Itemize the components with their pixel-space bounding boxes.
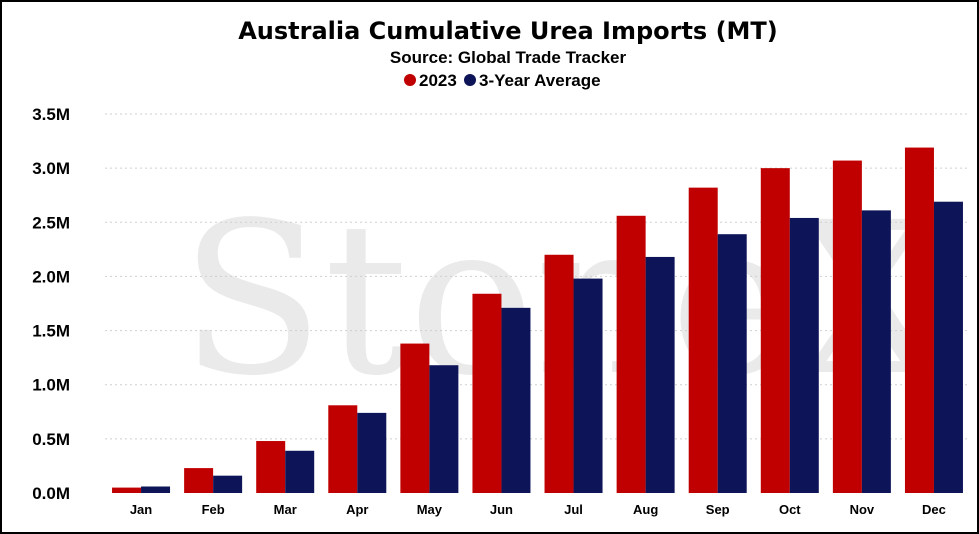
y-tick-label: 1.5M: [32, 322, 70, 341]
bar-3-year-average-oct: [789, 217, 819, 493]
bar-3-year-average-mar: [285, 450, 315, 493]
y-axis: 0.0M 0.5M 1.0M 1.5M 2.0M 2.5M 3.0M 3.5M: [32, 105, 70, 503]
bar-3-year-average-dec: [933, 201, 963, 493]
x-tick-label: Jan: [130, 502, 152, 517]
bar-3-year-average-jun: [501, 307, 531, 493]
y-tick-label: 3.5M: [32, 105, 70, 124]
y-tick-label: 2.0M: [32, 267, 70, 286]
bar-2023-oct: [760, 168, 790, 493]
bar-2023-jul: [544, 254, 574, 493]
chart-title: Australia Cumulative Urea Imports (MT): [238, 17, 778, 45]
x-tick-label: Mar: [274, 502, 297, 517]
y-tick-label: 0.0M: [32, 484, 70, 503]
x-tick-label: May: [417, 502, 443, 517]
bar-3-year-average-jan: [141, 486, 171, 493]
y-tick-label: 1.0M: [32, 376, 70, 395]
gridlines: [105, 113, 970, 440]
legend-marker: [404, 74, 416, 86]
bar-2023-dec: [904, 147, 934, 493]
bar-3-year-average-jul: [573, 278, 603, 493]
bar-2023-sep: [688, 187, 718, 494]
x-tick-label: Apr: [346, 502, 368, 517]
bar-2023-apr: [328, 405, 358, 493]
x-tick-label: Jul: [564, 502, 583, 517]
legend: 2023 3-Year Average: [404, 71, 601, 90]
x-tick-label: Nov: [850, 502, 875, 517]
x-tick-label: Dec: [922, 502, 946, 517]
bar-3-year-average-may: [429, 365, 459, 493]
bar-2023-jan: [112, 487, 142, 493]
y-tick-label: 3.0M: [32, 159, 70, 178]
bar-2023-nov: [832, 160, 862, 493]
x-tick-label: Sep: [706, 502, 730, 517]
x-tick-label: Feb: [202, 502, 225, 517]
bar-3-year-average-nov: [861, 210, 891, 494]
bar-2023-mar: [256, 441, 286, 493]
bar-2023-aug: [616, 215, 646, 493]
x-axis: Jan Feb Mar Apr May Jun Jul Aug Sep Oct Nov Dec: [130, 502, 946, 517]
bar-3-year-average-feb: [213, 475, 243, 493]
bar-2023-feb: [184, 468, 214, 493]
legend-marker: [464, 74, 476, 86]
x-tick-label: Aug: [633, 502, 658, 517]
chart-subtitle: Source: Global Trade Tracker: [390, 48, 627, 67]
legend-label: 2023: [419, 71, 457, 90]
y-tick-label: 0.5M: [32, 430, 70, 449]
y-tick-label: 2.5M: [32, 213, 70, 232]
bar-2023-jun: [472, 293, 502, 493]
bar-3-year-average-aug: [645, 256, 675, 493]
x-tick-label: Oct: [779, 502, 801, 517]
bar-2023-may: [400, 343, 430, 493]
legend-label: 3-Year Average: [479, 71, 601, 90]
x-tick-label: Jun: [490, 502, 513, 517]
bars: [112, 147, 963, 494]
bar-3-year-average-apr: [357, 412, 387, 493]
bar-3-year-average-sep: [717, 234, 747, 493]
